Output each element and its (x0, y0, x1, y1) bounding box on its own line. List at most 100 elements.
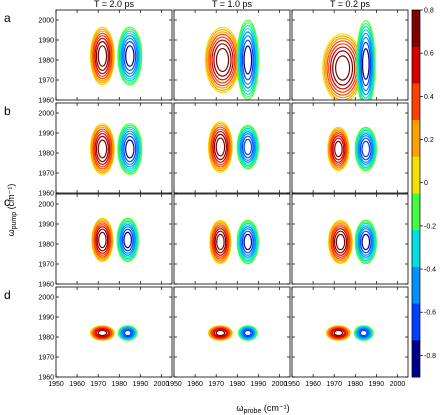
contour-neg-a-2-6 (360, 41, 372, 87)
contour-neg-c-2-5 (358, 228, 373, 256)
contour-pos-b-2-4 (330, 133, 347, 165)
y-tick-label: 1970 (38, 171, 54, 178)
contour-pos-b-2-5 (331, 135, 346, 163)
contour-pos-a-1-7 (215, 47, 230, 73)
contour-pos-c-0-0 (91, 217, 114, 263)
x-tick-label: 2000 (154, 381, 170, 388)
contour-neg-a-0-6 (123, 40, 137, 71)
contour-neg-a-2-5 (359, 36, 373, 92)
contour-pos-c-0-5 (95, 226, 110, 254)
contour-neg-a-1-6 (241, 39, 254, 81)
contour-pos-b-0-4 (93, 130, 112, 168)
contour-neg-c-0-6 (121, 228, 134, 252)
y-tick-label: 1990 (38, 222, 54, 229)
x-tick-label: 1950 (48, 381, 64, 388)
colorbar-segment (412, 285, 420, 292)
y-tick-label: 1960 (38, 191, 54, 198)
colorbar-tick-label: -0.2 (424, 223, 436, 230)
colorbar-segment (412, 77, 420, 84)
colorbar-segment (412, 230, 420, 237)
contour-neg-d-2-6 (358, 328, 369, 338)
contour-neg-a-1-7 (243, 45, 253, 75)
contour-pos-d-2-4 (329, 327, 348, 339)
contour-neg-c-1-7 (243, 233, 253, 251)
panel-frame (291, 9, 409, 101)
y-tick-label: 1970 (38, 355, 54, 362)
column-title-t-0-2-ps: T = 0.2 ps (330, 0, 371, 9)
contour-pos-d-1-5 (212, 327, 229, 339)
contour-pos-c-2-5 (332, 228, 349, 256)
contour-neg-a-2-7 (361, 48, 370, 80)
colorbar-segment (412, 126, 420, 133)
contour-neg-c-1-2 (238, 222, 258, 262)
row-label-b: b (4, 104, 11, 118)
contour-neg-c-0-0 (116, 217, 139, 263)
contour-neg-c-2-4 (357, 226, 374, 258)
contour-neg-a-1-3 (238, 28, 257, 92)
contour-neg-d-2-5 (357, 327, 370, 339)
y-tick-label: 1960 (38, 98, 54, 105)
colorbar-segment (412, 138, 420, 146)
contour-pos-c-0-7 (98, 231, 107, 249)
colorbar-segment (412, 303, 420, 311)
contour-neg-c-1-5 (240, 228, 255, 256)
contour-pos-d-2-5 (330, 327, 347, 339)
y-axis-label: ωpump (cm⁻¹) (6, 184, 18, 237)
colorbar-segment (412, 181, 420, 188)
contour-pos-d-0-7 (97, 329, 108, 337)
contour-pos-a-1-5 (211, 39, 234, 81)
contour-neg-c-1-6 (241, 230, 254, 254)
x-axis-label: ωprobe (cm⁻¹) (236, 403, 289, 415)
colorbar-tick-label: 0.8 (424, 8, 434, 15)
contour-pos-c-1-5 (213, 228, 228, 256)
colorbar-segment (412, 193, 420, 201)
panel-a-t-2-0-ps: 1960 1970 1980 1990 2000 (38, 9, 173, 105)
contour-neg-d-1-6 (242, 328, 254, 338)
contour-neg-d-0-6 (122, 328, 133, 338)
contour-pos-b-2-1 (327, 128, 349, 170)
panel-frame (173, 193, 291, 285)
contour-neg-a-1-5 (240, 35, 255, 85)
colorbar-segment (412, 40, 420, 48)
contour-neg-a-0-0 (117, 26, 143, 86)
colorbar-segment (412, 328, 420, 335)
contour-neg-c-0-1 (117, 219, 139, 261)
contour-pos-c-0-3 (93, 222, 112, 258)
contour-pos-c-2-4 (331, 226, 350, 258)
colorbar-segment (412, 217, 420, 225)
contour-neg-c-2-6 (359, 230, 372, 254)
x-tick-label: 1990 (251, 381, 267, 388)
contour-pos-c-2-7 (335, 233, 346, 251)
y-tick-label: 1960 (38, 375, 54, 382)
contour-neg-b-0-5 (121, 132, 138, 166)
contour-neg-d-2-7 (359, 329, 368, 337)
contour-pos-a-0-3 (92, 32, 113, 80)
contour-pos-a-0-2 (91, 30, 114, 82)
contour-neg-c-1-1 (237, 221, 259, 263)
colorbar-tick-label: 0.4 (424, 94, 434, 101)
panel-frame (173, 286, 291, 378)
colorbar-segment (412, 22, 420, 29)
contour-pos-c-0-1 (91, 219, 113, 261)
panel-b-t-1-0-ps (173, 102, 291, 194)
colorbar-segment (412, 334, 420, 341)
panel-frame (291, 102, 409, 194)
colorbar-segment (412, 144, 420, 152)
contour-neg-b-2-4 (357, 133, 374, 165)
panel-c-t-0-2-ps (291, 193, 409, 285)
contour-neg-b-1-5 (240, 133, 255, 161)
colorbar: 0.8 0.6 0.4 0.2 0 -0.2 -0.4 -0.6 -0.8 (411, 8, 436, 378)
x-tick-label: 1990 (369, 381, 385, 388)
colorbar-segment (412, 107, 420, 115)
contour-neg-a-2-4 (358, 32, 373, 96)
contour-neg-d-1-4 (240, 327, 255, 339)
x-tick-label: 1980 (111, 381, 127, 388)
x-tick-label: 1950 (284, 381, 300, 388)
panel-frame (55, 286, 173, 378)
contour-neg-c-2-3 (356, 224, 375, 260)
colorbar-segment (412, 169, 420, 176)
x-axis-label-main: ω (236, 403, 243, 413)
panel-a-t-1-0-ps (173, 9, 291, 101)
colorbar-segment (412, 266, 420, 274)
colorbar-segment (412, 162, 420, 170)
